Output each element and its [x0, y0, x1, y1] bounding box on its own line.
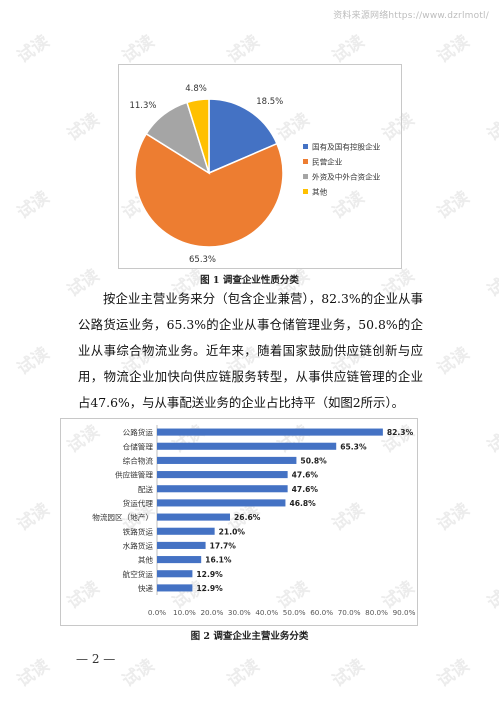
bar-value-label: 12.9% [196, 584, 223, 593]
bar [157, 513, 231, 521]
category-label: 供应链管理 [115, 470, 153, 480]
x-tick-label: 20.0% [200, 608, 223, 617]
pie-data-label: 4.8% [185, 84, 207, 94]
watermark-text: 试读 [118, 31, 159, 68]
legend-entry: 其他 [312, 187, 328, 197]
category-label: 快递 [138, 583, 154, 593]
watermark-text: 试读 [433, 343, 474, 380]
x-tick-label: 70.0% [338, 608, 361, 617]
watermark-text: 试读 [13, 187, 54, 224]
category-label: 物流园区（地产） [92, 512, 153, 522]
watermark-text: 试读 [433, 187, 474, 224]
pie-data-label: 65.3% [189, 255, 216, 265]
legend-entry: 民营企业 [312, 157, 343, 167]
bar-value-label: 82.3% [387, 428, 414, 437]
x-tick-label: 50.0% [283, 608, 306, 617]
watermark-text: 试读 [433, 499, 474, 536]
watermark-text: 试读 [13, 31, 54, 68]
watermark-text: 试读 [433, 31, 474, 68]
watermark-text: 试读 [13, 343, 54, 380]
pie-chart-figure: 18.5% 65.3% 11.3% 4.8% 国有及国有控股企业 民营企业外资及中外合资企… [118, 64, 402, 269]
bar-value-label: 26.6% [234, 513, 261, 522]
pie-slice [186, 98, 210, 174]
bar-value-label: 17.7% [210, 541, 237, 550]
watermark-text: 试读 [483, 577, 499, 614]
bar-value-label: 21.0% [219, 527, 246, 536]
legend-entry: 外资及中外合资企业 [312, 172, 381, 182]
bar [157, 584, 193, 592]
watermark-text: 试读 [483, 109, 499, 146]
legend-swatch [303, 174, 308, 179]
category-label: 铁路货运 [123, 526, 154, 536]
bar [157, 442, 337, 450]
bar-value-label: 47.6% [292, 471, 319, 480]
bar [157, 556, 202, 564]
watermark-text: 试读 [328, 655, 369, 692]
body-paragraph: 按企业主营业务来分（包含企业兼营），82.3%的企业从事公路货运业务，65.3%… [78, 291, 423, 410]
pie-data-label: 11.3% [129, 101, 156, 111]
category-label: 水路货运 [123, 540, 154, 550]
bar [157, 485, 288, 493]
bar [157, 471, 288, 479]
watermark-text: 试读 [13, 655, 54, 692]
legend-entry: 国有及国有控股企业 [312, 142, 381, 152]
category-label: 综合物流 [123, 455, 154, 465]
bar [157, 428, 383, 436]
x-tick-label: 0.0% [148, 608, 166, 617]
legend-swatch [303, 159, 308, 164]
x-tick-label: 30.0% [228, 608, 251, 617]
bar-value-label: 50.8% [300, 456, 327, 465]
bar-value-label: 47.6% [292, 485, 319, 494]
category-label: 货运代理 [123, 498, 154, 508]
category-label: 航空货运 [123, 569, 154, 579]
pie-slice [134, 132, 284, 248]
pie-slice [208, 98, 278, 175]
watermark-text: 试读 [118, 655, 159, 692]
x-tick-label: 40.0% [255, 608, 278, 617]
legend-swatch [303, 144, 308, 149]
bar-value-label: 46.8% [289, 499, 316, 508]
x-tick-label: 80.0% [365, 608, 388, 617]
category-label: 公路货运 [123, 427, 154, 437]
x-tick-label: 90.0% [393, 608, 416, 617]
pie-chart: 18.5% 65.3% 11.3% 4.8% 国有及国有控股企业民营企业外资及中外合资企… [129, 84, 381, 265]
figure2-caption: 图 2 调查企业主营业务分类 [190, 631, 309, 642]
bar [157, 527, 215, 535]
watermark-text: 试读 [433, 655, 474, 692]
bar-value-label: 16.1% [205, 556, 232, 565]
watermark-url: 资料来源网络https://www.dzrlmotl/ [333, 11, 489, 21]
x-tick-label: 60.0% [310, 608, 333, 617]
page-number: — 2 — [76, 652, 116, 666]
bar [157, 541, 206, 549]
category-label: 仓储管理 [123, 441, 154, 451]
bar-value-label: 65.3% [340, 442, 367, 451]
watermark-text: 试读 [223, 655, 264, 692]
watermark-text: 试读 [328, 31, 369, 68]
watermark-text: 试读 [223, 31, 264, 68]
bar-chart: 公路货运 82.3% 仓储管理 65.3% 综合物流 50.8% 供应链管理 47.6% 配送 4… [92, 425, 416, 617]
bar-value-label: 12.9% [196, 570, 223, 579]
x-tick-label: 10.0% [173, 608, 196, 617]
figure1-caption: 图 1 调查企业性质分类 [200, 275, 299, 286]
pie-data-label: 18.5% [256, 97, 283, 107]
bar-chart-figure: 公路货运 82.3% 仓储管理 65.3% 综合物流 50.8% 供应链管理 47.6% 配送 4… [60, 418, 418, 626]
watermark-text: 试读 [13, 499, 54, 536]
bar [157, 499, 286, 507]
bar [157, 570, 193, 578]
category-label: 其他 [138, 555, 154, 565]
watermark-text: 试读 [63, 109, 104, 146]
watermark-text: 试读 [483, 421, 499, 458]
bar [157, 456, 297, 464]
legend-swatch [303, 189, 308, 194]
category-label: 配送 [138, 484, 154, 494]
